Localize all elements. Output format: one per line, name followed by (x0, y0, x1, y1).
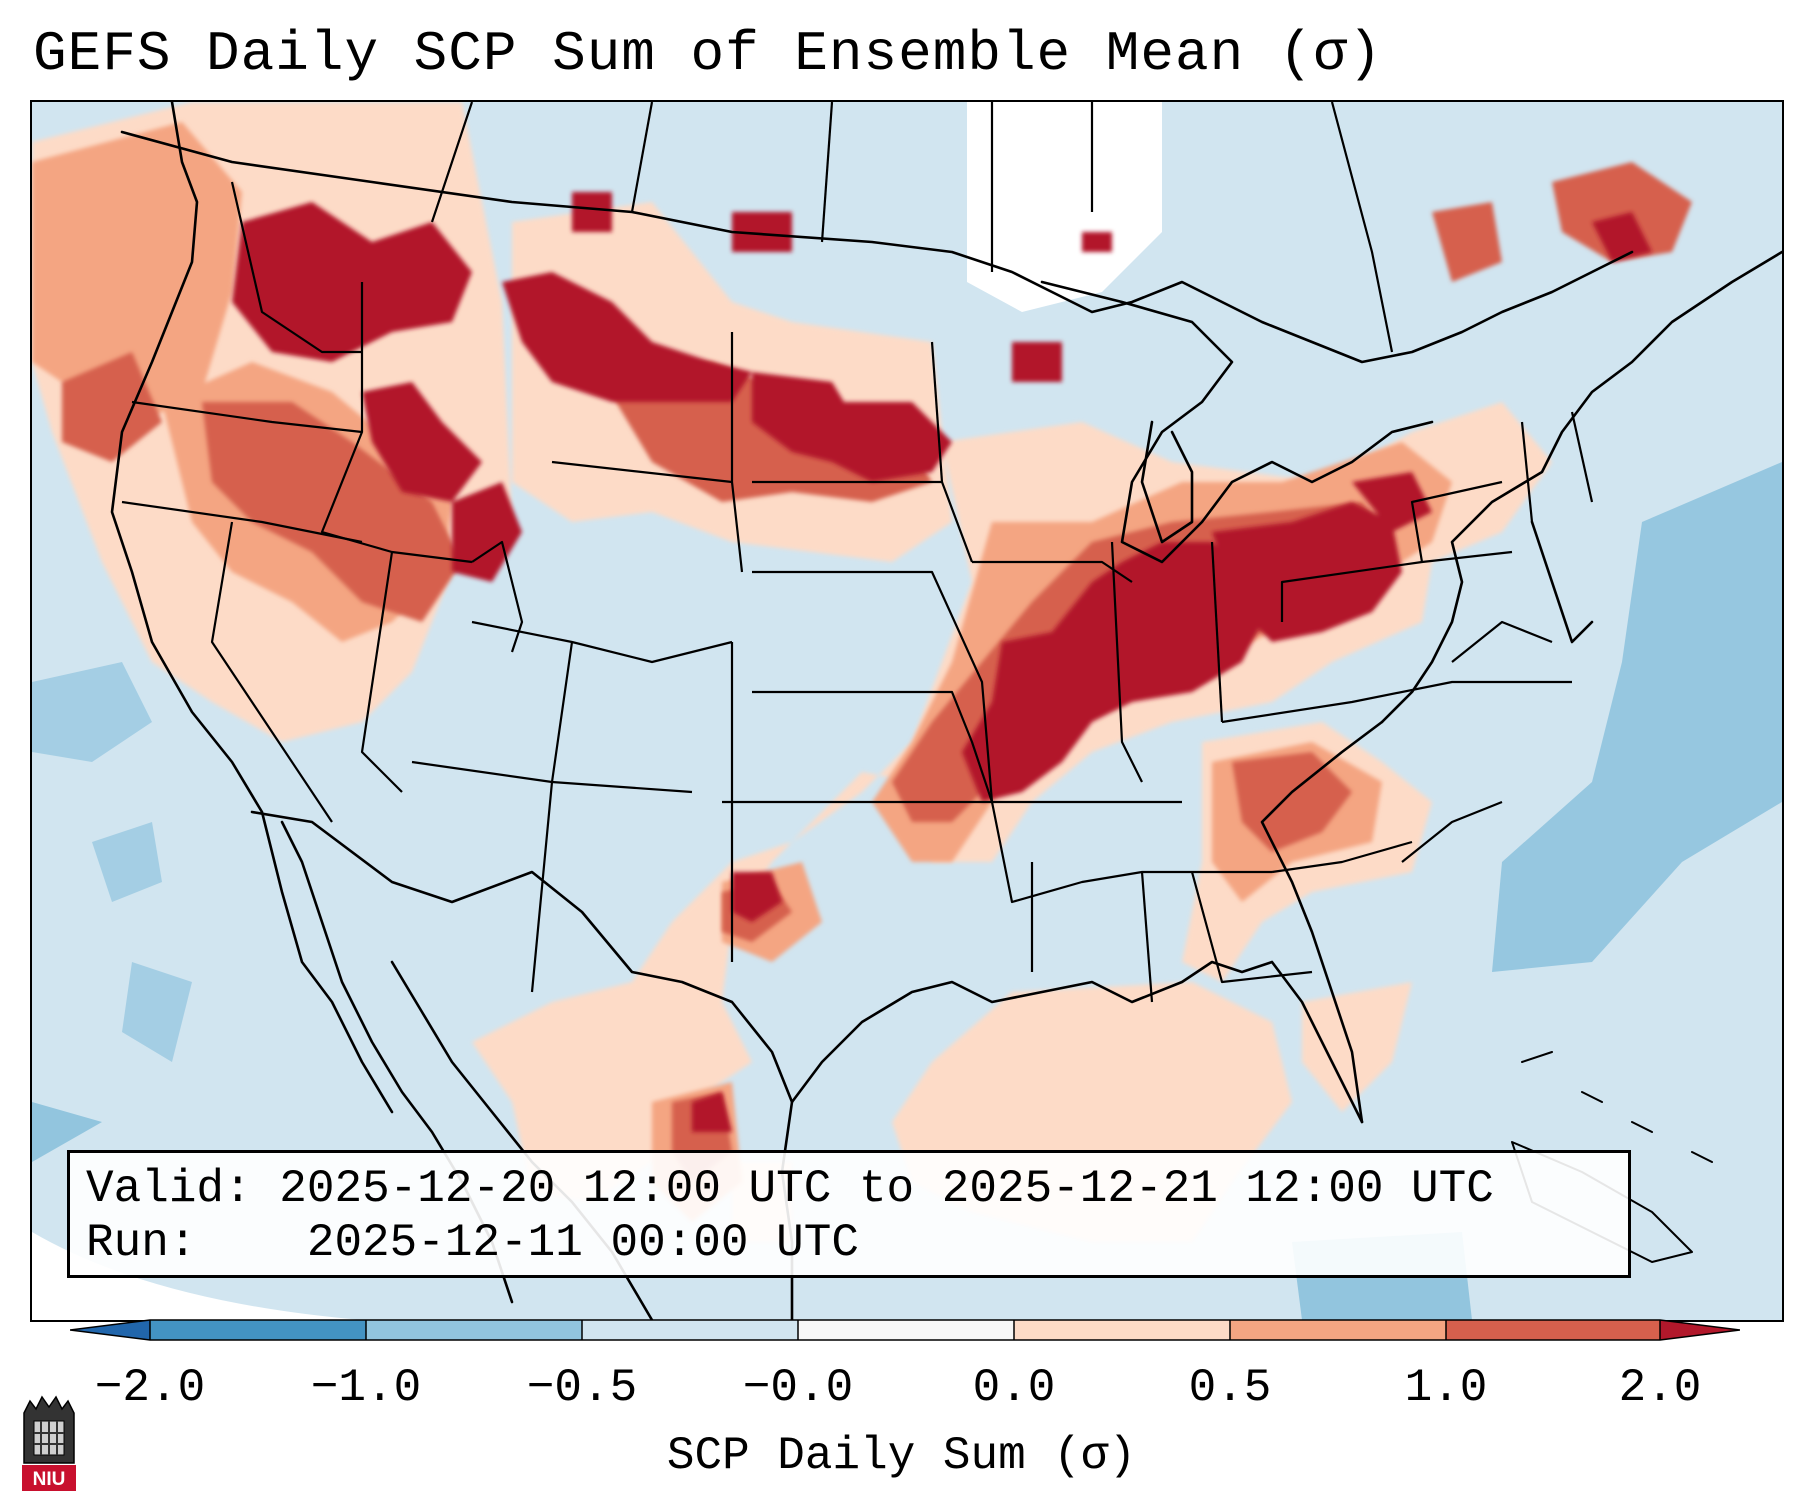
validity-info-box: Valid: 2025-12-20 12:00 UTC to 2025-12-2… (67, 1150, 1631, 1278)
canada-border-line (120, 130, 1634, 364)
svg-text:NIU: NIU (33, 1469, 66, 1490)
field-above-2.0 (232, 192, 1652, 1132)
colorbar-tick-label: −2.0 (94, 1362, 206, 1414)
lake-michigan-outline (1140, 420, 1194, 544)
colorbar-segment-5 (1014, 1320, 1230, 1340)
no-data-north-region (967, 102, 1162, 312)
great-lakes-outline (1040, 280, 1434, 564)
atlantic-negative-area (1492, 462, 1782, 972)
colorbar-extend-low (70, 1320, 150, 1340)
no-data-south-corner (32, 1232, 362, 1320)
colorbar-segment-6 (1230, 1320, 1446, 1340)
colorbar-tick-label: −1.0 (310, 1362, 422, 1414)
colorbar-tick-label: 0.5 (1188, 1362, 1272, 1414)
west-coast-line (110, 102, 394, 1114)
florida-east-coast-line (1260, 720, 1384, 1124)
colorbar-tick-label: 2.0 (1618, 1362, 1702, 1414)
colorbar-extend-high (1660, 1320, 1740, 1340)
chart-title: GEFS Daily SCP Sum of Ensemble Mean (σ) (33, 22, 1383, 86)
colorbar-segment-7 (1446, 1320, 1660, 1340)
east-coast-line (1380, 250, 1782, 724)
valid-label: Valid: (86, 1163, 252, 1215)
niu-logo: NIU (22, 1395, 76, 1491)
mexico-border-line (250, 810, 794, 1104)
chesapeake-outline (1530, 520, 1594, 644)
valid-line: Valid: 2025-12-20 12:00 UTC to 2025-12-2… (86, 1163, 1494, 1215)
colorbar (70, 1319, 1740, 1341)
run-time: 2025-12-11 00:00 UTC (306, 1217, 859, 1269)
colorbar-ticks (149, 1320, 1661, 1340)
colorbar-tick-label: −0.5 (526, 1362, 638, 1414)
colorbar-tick-label: 1.0 (1404, 1362, 1488, 1414)
colorbar-segment-2 (366, 1320, 582, 1340)
run-label: Run: (86, 1217, 197, 1269)
colorbar-tick-label: 0.0 (972, 1362, 1056, 1414)
map-canvas (32, 102, 1782, 1320)
colorbar-segment-1 (150, 1320, 366, 1340)
map-panel (30, 100, 1784, 1322)
valid-time-range: 2025-12-20 12:00 UTC to 2025-12-21 12:00… (279, 1163, 1494, 1215)
southwest-corner-negative (32, 1102, 102, 1162)
bahamas-outline (1521, 1051, 1713, 1163)
pacific-negative-area (32, 662, 192, 1062)
state-borders (121, 102, 1594, 1003)
run-line: Run: 2025-12-11 00:00 UTC (86, 1217, 859, 1269)
colorbar-tick-label: −0.0 (742, 1362, 854, 1414)
colorbar-title: SCP Daily Sum (σ) (666, 1430, 1137, 1482)
colorbar-segment-3 (582, 1320, 798, 1340)
colorbar-segment-4 (798, 1320, 1014, 1340)
